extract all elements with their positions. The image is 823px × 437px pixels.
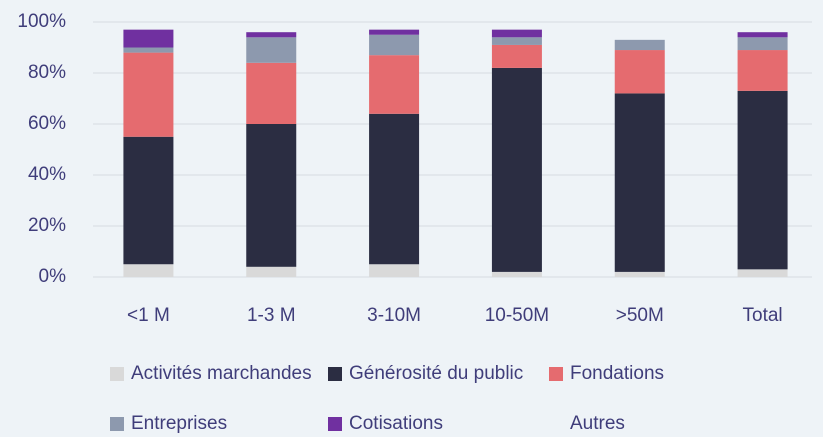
bar-segment — [123, 52, 174, 137]
bar-segment — [246, 32, 297, 38]
x-tick-label: Total — [743, 305, 783, 326]
bar-segment — [246, 124, 297, 267]
bar-segment — [737, 269, 788, 277]
x-tick-label: 3-10M — [367, 305, 421, 326]
legend-label: Générosité du public — [349, 363, 523, 384]
bar-segment — [737, 50, 788, 91]
y-tick-label: 0% — [39, 266, 67, 287]
y-tick-label: 60% — [28, 113, 66, 134]
bar-segment — [614, 39, 665, 51]
legend-swatch — [549, 417, 563, 431]
bar-segment — [491, 29, 542, 38]
bar-segment — [491, 271, 542, 277]
bar-segment — [737, 90, 788, 270]
x-tick-label: 1-3 M — [247, 305, 296, 326]
bar-segment — [123, 136, 174, 265]
x-tick-label: 10-50M — [485, 305, 549, 326]
bar-segment — [737, 32, 788, 38]
legend-swatch — [110, 367, 124, 381]
legend-swatch — [110, 417, 124, 431]
bar-segment — [369, 113, 420, 265]
bar-segment — [123, 29, 174, 48]
x-tick-label: >50M — [616, 305, 664, 326]
bar-segment — [491, 44, 542, 68]
bar-segment — [614, 271, 665, 277]
bar-segment — [491, 37, 542, 45]
legend-label: Autres — [570, 413, 625, 434]
legend-label: Activités marchandes — [131, 363, 312, 384]
y-tick-label: 40% — [28, 164, 66, 185]
bar-segment — [614, 50, 665, 94]
legend-label: Cotisations — [349, 413, 443, 434]
legend-swatch — [328, 417, 342, 431]
bar-segment — [123, 47, 174, 53]
bar-segment — [246, 62, 297, 124]
bar-segment — [246, 37, 297, 63]
bar-segment — [369, 55, 420, 114]
bar-segment — [614, 93, 665, 272]
y-tick-label: 80% — [28, 62, 66, 83]
legend-swatch — [549, 367, 563, 381]
legend-label: Entreprises — [131, 413, 227, 434]
legend-label: Fondations — [570, 363, 664, 384]
y-tick-label: 20% — [28, 215, 66, 236]
bar-segment — [491, 67, 542, 272]
bar-segment — [369, 264, 420, 277]
bar-segment — [246, 266, 297, 277]
y-tick-label: 100% — [17, 11, 66, 32]
bar-segment — [369, 34, 420, 56]
legend-swatch — [328, 367, 342, 381]
x-tick-label: <1 M — [127, 305, 170, 326]
bar-segment — [737, 37, 788, 51]
bar-segment — [369, 29, 420, 35]
bar-segment — [123, 264, 174, 277]
